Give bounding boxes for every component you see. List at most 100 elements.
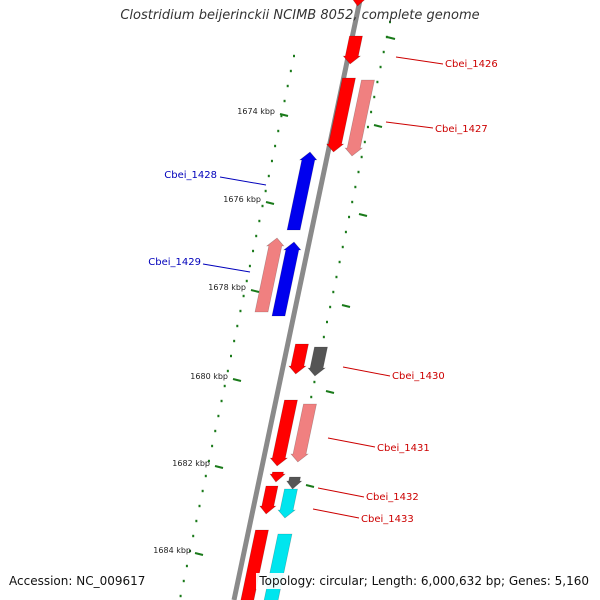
tick-dot	[286, 84, 289, 88]
tick-dot	[310, 395, 313, 399]
tick-dot	[182, 579, 185, 583]
tick-dash	[373, 124, 383, 128]
tick-dash	[265, 201, 275, 205]
tick-dot	[214, 429, 217, 433]
gene-label-text: Cbei_1429	[148, 257, 201, 268]
tick-dot	[385, 35, 388, 39]
tick-dot	[226, 369, 229, 373]
tick-dot	[230, 354, 232, 358]
gene-feature	[307, 346, 328, 377]
gene-label-text: Cbei_1432	[366, 492, 419, 503]
gene-label-text: Cbei_1433	[361, 514, 414, 525]
gene-label-cbei-1431[interactable]: Cbei_1431	[327, 437, 430, 454]
tick-dot	[283, 99, 286, 103]
tick-dot	[261, 204, 264, 208]
tick-dot	[192, 534, 195, 538]
tick-dot	[357, 170, 360, 174]
gene-label-text: Cbei_1428	[164, 170, 217, 181]
tick-dash	[214, 465, 224, 469]
genome-summary-text: Topology: circular; Length: 6,000,632 bp…	[256, 573, 592, 589]
gene-label-cbei-1432[interactable]: Cbei_1432	[317, 487, 419, 503]
tick-dot	[245, 279, 248, 283]
gene-feature	[263, 533, 293, 600]
gene-feature	[288, 343, 309, 375]
tick-dot	[389, 20, 391, 24]
gene-features	[240, 0, 375, 600]
tick-dot	[179, 594, 182, 598]
tick-dot	[366, 125, 369, 129]
tick-dot	[242, 294, 245, 298]
gene-feature	[269, 471, 286, 483]
tick-dot	[351, 200, 354, 204]
tick-label: 1674 kbp	[237, 107, 275, 116]
tick-label: 1684 kbp	[153, 546, 191, 555]
gene-feature	[286, 476, 303, 490]
tick-dot	[185, 564, 188, 568]
gene-label-cbei-1433[interactable]: Cbei_1433	[312, 508, 414, 525]
gene-feature	[286, 151, 318, 231]
tick-dot	[211, 444, 214, 448]
tick-dot	[198, 504, 201, 508]
tick-dot	[354, 185, 357, 189]
gene-label-cbei-1427[interactable]: Cbei_1427	[385, 121, 488, 135]
tick-dot	[248, 264, 251, 268]
gene-label-text: Cbei_1430	[392, 371, 445, 382]
tick-dot	[326, 320, 328, 324]
gene-feature	[290, 403, 317, 463]
tick-dot	[267, 174, 270, 178]
tick-dot	[274, 144, 277, 148]
tick-dot-rings	[179, 20, 396, 598]
tick-dot	[344, 230, 347, 234]
tick-dot	[195, 519, 198, 523]
tick-dot	[255, 234, 258, 238]
tick-dot	[313, 380, 316, 384]
tick-dot	[341, 245, 344, 249]
gene-label-text: Cbei_1427	[435, 124, 488, 135]
tick-dash	[232, 378, 242, 382]
tick-dot	[220, 399, 223, 403]
tick-dash	[305, 484, 315, 488]
gene-feature	[344, 79, 375, 157]
tick-dash	[341, 304, 351, 308]
tick-dot	[252, 249, 255, 253]
tick-dash	[386, 36, 396, 40]
tick-dot	[223, 384, 226, 388]
tick-dot	[289, 69, 292, 73]
tick-dot	[335, 275, 338, 279]
gene-label-text: Cbei_1426	[445, 59, 498, 70]
tick-dot	[204, 474, 207, 478]
tick-dot	[189, 549, 192, 553]
tick-dot	[370, 110, 373, 114]
gene-feature	[277, 488, 298, 519]
gene-label-cbei-1430[interactable]: Cbei_1430	[342, 366, 445, 382]
tick-dash	[358, 213, 368, 217]
tick-dot	[382, 50, 385, 54]
gene-label-text: Cbei_1431	[377, 443, 430, 454]
tick-dot	[217, 414, 220, 418]
gene-label-cbei-1429[interactable]: Cbei_1429	[148, 257, 251, 273]
tick-dot	[270, 159, 273, 163]
gene-label-cbei-1426[interactable]: Cbei_1426	[395, 56, 498, 70]
tick-dot	[329, 305, 332, 309]
tick-dot	[207, 459, 210, 463]
tick-dot	[363, 140, 366, 144]
tick-label: 1676 kbp	[223, 195, 261, 204]
gene-feature	[259, 485, 279, 515]
tick-dot	[233, 339, 236, 343]
accession-text: Accession: NC_009617	[6, 573, 149, 589]
tick-dot	[258, 219, 261, 223]
tick-label: 1680 kbp	[190, 372, 228, 381]
gene-labels: Cbei_1426 Cbei_1427 Cbei_1428 Cbei_1429 …	[148, 56, 498, 525]
tick-dot	[332, 290, 335, 294]
gene-feature	[352, 0, 365, 7]
gene-label-cbei-1428[interactable]: Cbei_1428	[164, 170, 267, 186]
tick-dash	[325, 390, 335, 394]
tick-dot	[376, 80, 379, 84]
tick-dot	[239, 309, 242, 313]
tick-dash	[279, 113, 289, 117]
gene-feature	[269, 399, 298, 467]
tick-dash	[194, 552, 204, 556]
tick-dot	[348, 215, 351, 219]
